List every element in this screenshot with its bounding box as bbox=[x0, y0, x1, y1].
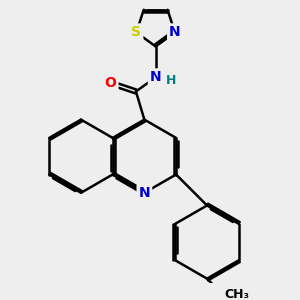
Text: S: S bbox=[131, 26, 141, 39]
Text: N: N bbox=[169, 26, 181, 39]
Text: H: H bbox=[166, 74, 176, 87]
Text: N: N bbox=[150, 70, 161, 84]
Text: O: O bbox=[105, 76, 116, 90]
Text: N: N bbox=[139, 186, 150, 200]
Text: CH₃: CH₃ bbox=[224, 288, 249, 300]
